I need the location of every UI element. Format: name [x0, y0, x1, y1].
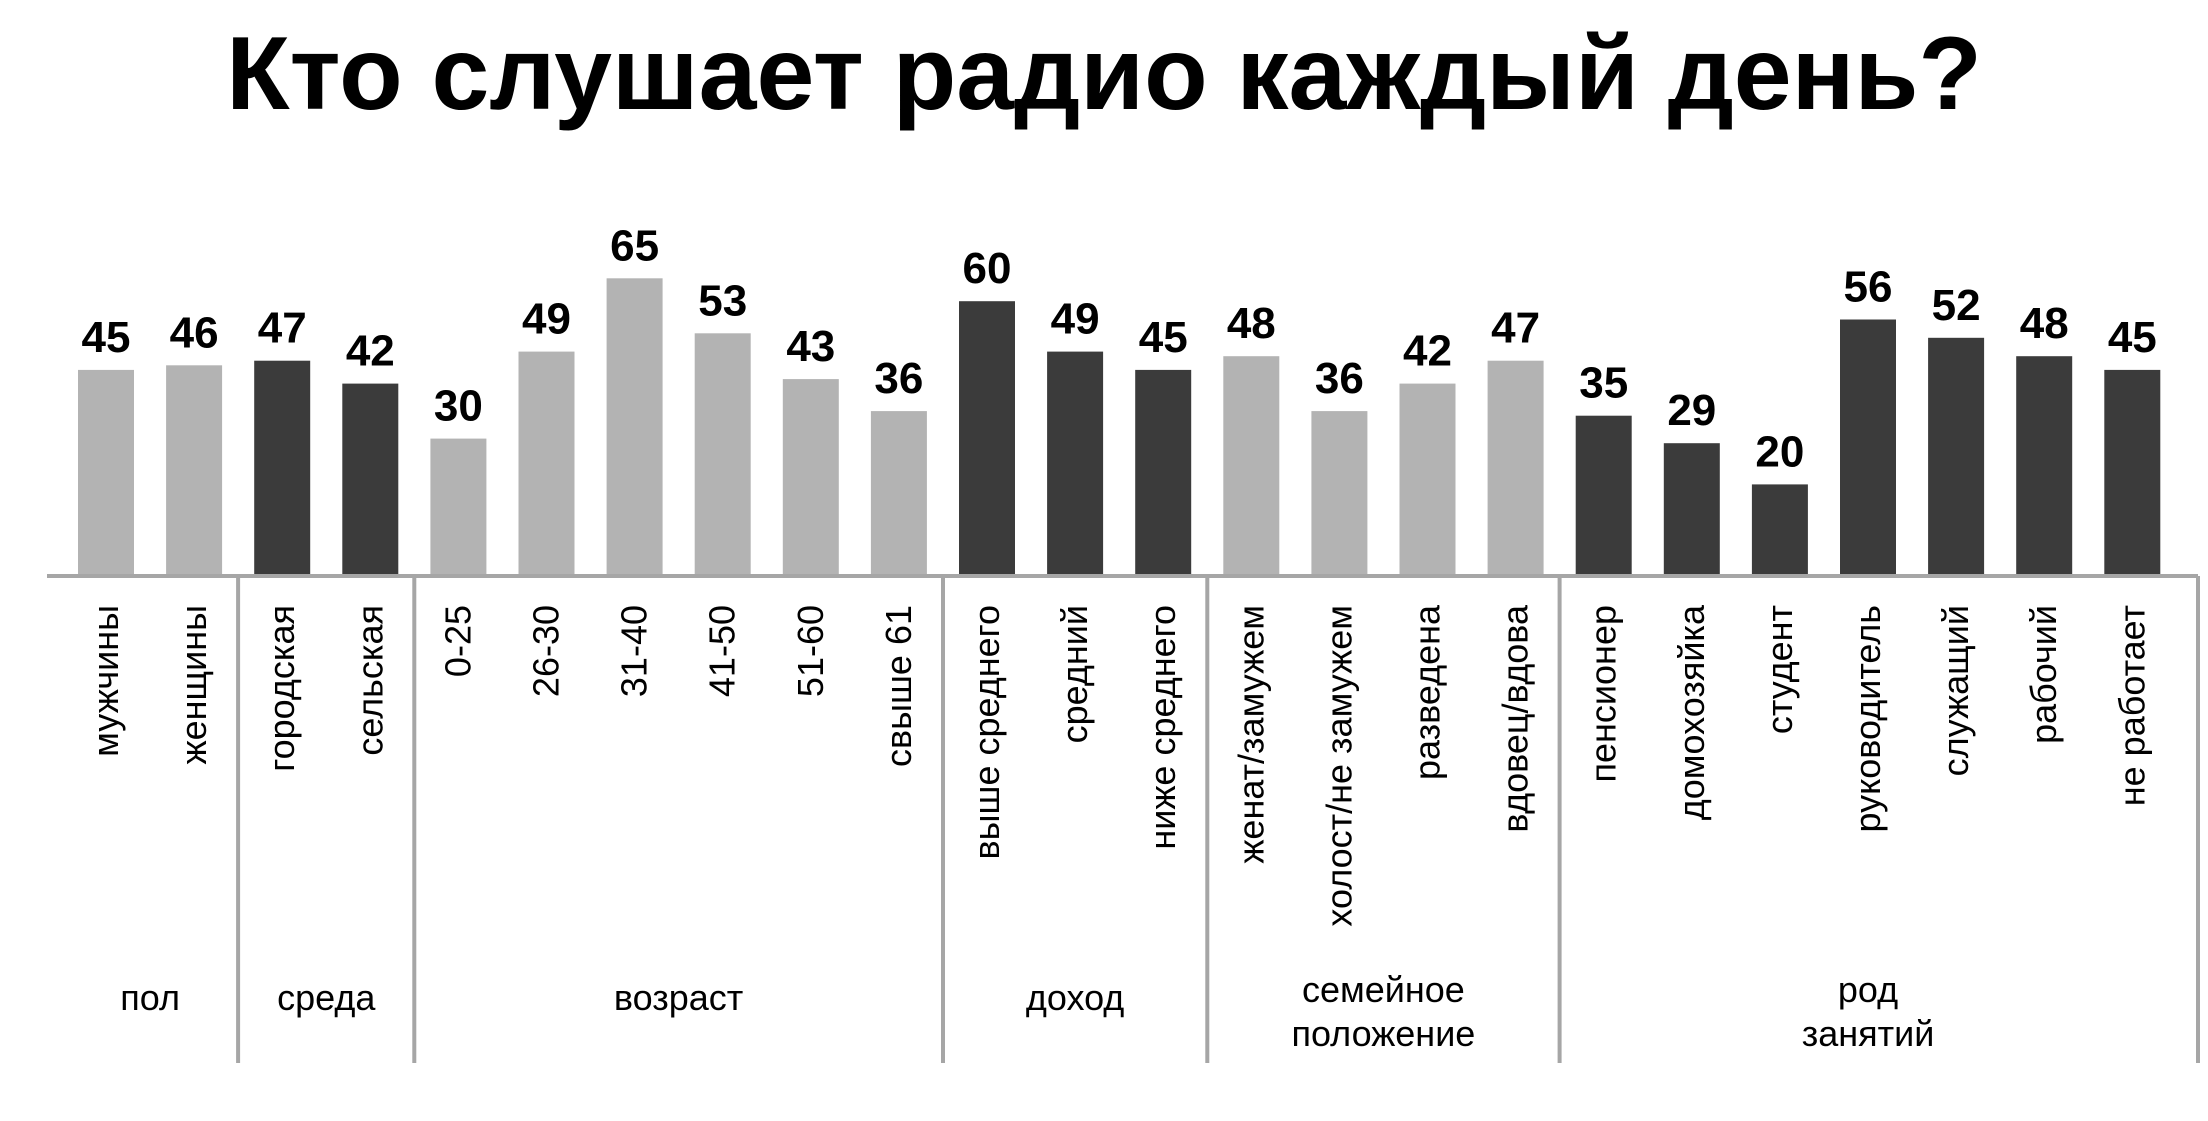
category-label: 26-30: [526, 605, 567, 697]
data-label: 65: [610, 221, 659, 270]
data-label: 49: [1051, 295, 1100, 344]
data-label: 36: [1315, 354, 1364, 403]
data-label: 53: [698, 276, 747, 325]
group-label: пол: [120, 977, 180, 1018]
bar: [254, 360, 311, 576]
category-label: холост/не замужем: [1318, 605, 1359, 927]
data-label: 47: [1491, 304, 1540, 353]
bar: [870, 411, 927, 576]
data-label: 35: [1579, 359, 1628, 408]
bar: [1751, 484, 1808, 576]
bar: [78, 369, 134, 576]
category-label: рабочий: [2023, 605, 2064, 744]
data-label: 42: [346, 327, 395, 376]
bar: [959, 301, 1015, 576]
data-label: 42: [1403, 327, 1452, 376]
bar: [694, 333, 751, 576]
chart-title: Кто слушает радио каждый день?: [226, 16, 1982, 132]
bar: [782, 379, 839, 576]
category-label: не работает: [2111, 605, 2152, 806]
category-label: 51-60: [790, 605, 831, 697]
bar: [1663, 443, 1720, 576]
bar: [166, 365, 223, 576]
category-label: 0-25: [437, 605, 478, 677]
category-label: ниже среднего: [1142, 605, 1183, 850]
category-label: средний: [1054, 605, 1095, 743]
group-label: возраст: [614, 977, 743, 1018]
bar: [1928, 337, 1985, 576]
category-label: выше среднего: [966, 605, 1007, 859]
category-label: свыше 61: [878, 605, 919, 767]
bar: [606, 278, 663, 576]
data-label: 46: [170, 308, 219, 357]
bar: [2104, 369, 2161, 576]
category-label: 41-50: [702, 605, 743, 697]
category-label: пенсионер: [1583, 605, 1624, 782]
bar: [1487, 360, 1544, 576]
bar: [1135, 369, 1192, 576]
category-label: служащий: [1935, 605, 1976, 776]
bar: [1223, 356, 1280, 576]
category-label: женщины: [173, 605, 214, 764]
category-label: разведена: [1407, 604, 1448, 780]
group-label: доход: [1026, 977, 1124, 1018]
data-label: 36: [874, 354, 923, 403]
bar: [1399, 383, 1456, 576]
group-label: семейное положение: [1291, 969, 1475, 1054]
data-label: 56: [1844, 263, 1893, 312]
category-label: 31-40: [614, 605, 655, 697]
group-label: среда: [277, 977, 376, 1018]
data-label: 47: [258, 304, 307, 353]
data-label: 60: [963, 244, 1012, 293]
bar: [1575, 415, 1632, 576]
bar: [430, 438, 487, 576]
category-label: городская: [261, 605, 302, 772]
category-label: руководитель: [1847, 605, 1888, 833]
category-label: студент: [1759, 605, 1800, 734]
category-label: домохозяйка: [1671, 604, 1712, 820]
category-label: сельская: [349, 605, 390, 756]
bar: [342, 383, 399, 576]
data-label: 45: [1139, 313, 1188, 362]
bar: [1840, 319, 1896, 576]
group-label: род занятий: [1802, 969, 1935, 1054]
bar: [2016, 356, 2073, 576]
category-label: мужчины: [85, 605, 126, 757]
category-label: женат/замужем: [1230, 605, 1271, 864]
data-label: 30: [434, 382, 483, 431]
data-label: 43: [786, 322, 835, 371]
data-label: 49: [522, 295, 571, 344]
data-label: 52: [1932, 281, 1981, 330]
bar: [518, 351, 575, 576]
data-label: 48: [1227, 299, 1276, 348]
bar: [1047, 351, 1104, 576]
data-label: 45: [2108, 313, 2157, 362]
category-label: вдовец/вдова: [1495, 604, 1536, 833]
bar: [1311, 411, 1368, 576]
data-label: 29: [1667, 386, 1716, 435]
data-label: 45: [82, 313, 131, 362]
data-label: 20: [1755, 427, 1804, 476]
data-label: 48: [2020, 299, 2069, 348]
